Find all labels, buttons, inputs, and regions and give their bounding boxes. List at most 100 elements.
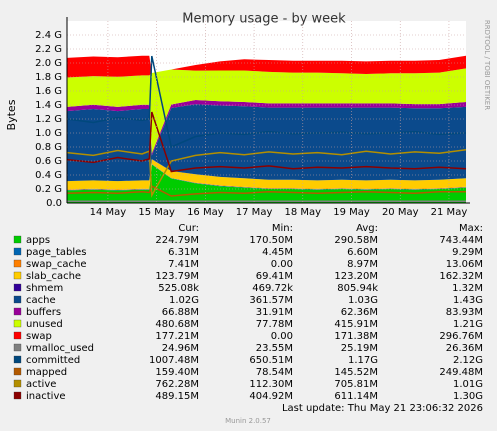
- legend-stat: 0.00: [271, 331, 293, 342]
- footer: Munin 2.0.57: [225, 417, 271, 425]
- y-tick-label: 0.6 G: [35, 156, 62, 167]
- chart-title: Memory usage - by week: [182, 12, 346, 27]
- legend-stat: 1.01G: [453, 379, 483, 390]
- legend-stat: 404.92M: [249, 391, 293, 402]
- legend-label: inactive: [26, 391, 66, 402]
- line: [66, 149, 467, 198]
- legend-stat: 296.76M: [439, 331, 483, 342]
- legend-stat: 9.29M: [452, 247, 483, 258]
- legend-stat: 7.41M: [168, 259, 199, 270]
- legend-stat: 1.02G: [169, 295, 199, 306]
- legend-swatch: [13, 271, 22, 280]
- legend-stat: 4.45M: [262, 247, 293, 258]
- legend-stat: 25.19M: [341, 343, 378, 354]
- legend-swatch: [13, 307, 22, 316]
- legend-stat: 224.79M: [155, 235, 199, 246]
- legend-label: committed: [26, 355, 80, 366]
- legend-stat: 162.32M: [439, 271, 483, 282]
- legend-stat: 415.91M: [334, 319, 378, 330]
- x-tick-label: 20 May: [382, 207, 419, 218]
- legend-stat: 112.30M: [249, 379, 293, 390]
- legend-stat: 123.20M: [334, 271, 378, 282]
- legend-stat: 743.44M: [439, 235, 483, 246]
- legend-swatch: [13, 235, 22, 244]
- legend-stat: 77.78M: [256, 319, 293, 330]
- legend-stat: 6.31M: [168, 247, 199, 258]
- legend-stat: 525.08k: [158, 283, 199, 294]
- legend-label: swap_cache: [26, 259, 86, 270]
- legend-stat: 62.36M: [341, 307, 378, 318]
- legend-stat: 159.40M: [155, 367, 199, 378]
- area: [67, 55, 466, 78]
- x-tick-label: 17 May: [236, 207, 273, 218]
- legend-header: Avg:: [356, 223, 378, 234]
- y-tick-label: 2.2 G: [35, 44, 62, 55]
- legend-label: buffers: [26, 307, 61, 318]
- area: [67, 100, 466, 156]
- legend-stat: 170.50M: [249, 235, 293, 246]
- legend-label: unused: [26, 319, 63, 330]
- legend-stat: 1.32M: [452, 283, 483, 294]
- y-tick-label: 0.8 G: [35, 142, 62, 153]
- legend-stat: 1.30G: [453, 391, 483, 402]
- legend-swatch: [13, 391, 22, 400]
- legend-stat: 805.94k: [337, 283, 378, 294]
- legend-stat: 23.55M: [256, 343, 293, 354]
- legend-stat: 0.00: [271, 259, 293, 270]
- legend-stat: 480.68M: [155, 319, 199, 330]
- legend-stat: 26.36M: [446, 343, 483, 354]
- legend-stat: 69.41M: [256, 271, 293, 282]
- y-tick-label: 2.4 G: [35, 30, 62, 41]
- y-tick-label: 1.2 G: [35, 114, 62, 125]
- legend-stat: 249.48M: [439, 367, 483, 378]
- legend-label: cache: [26, 295, 56, 306]
- legend-stat: 177.21M: [155, 331, 199, 342]
- legend-stat: 705.81M: [334, 379, 378, 390]
- legend-label: mapped: [26, 367, 67, 378]
- legend-label: slab_cache: [26, 271, 81, 282]
- y-tick-label: 0.2 G: [35, 184, 62, 195]
- legend-stat: 78.54M: [256, 367, 293, 378]
- legend-stat: 469.72k: [252, 283, 293, 294]
- legend-swatch: [13, 331, 22, 340]
- legend-stat: 489.15M: [155, 391, 199, 402]
- x-tick-label: 16 May: [187, 207, 224, 218]
- legend-stat: 31.91M: [256, 307, 293, 318]
- legend-stat: 123.79M: [155, 271, 199, 282]
- legend-stat: 1.21G: [453, 319, 483, 330]
- y-tick-label: 2.0 G: [35, 58, 62, 69]
- area: [67, 159, 466, 190]
- x-tick-label: 14 May: [90, 207, 127, 218]
- x-tick-label: 19 May: [333, 207, 370, 218]
- line: [66, 185, 466, 197]
- legend-stat: 13.06M: [446, 259, 483, 270]
- legend-swatch: [13, 343, 22, 352]
- y-tick-label: 1.8 G: [35, 72, 62, 83]
- legend-stat: 171.38M: [334, 331, 378, 342]
- legend-stat: 611.14M: [334, 391, 378, 402]
- legend-swatch: [13, 319, 22, 328]
- legend-header: Min:: [272, 223, 293, 234]
- legend-swatch: [13, 259, 22, 268]
- x-tick-label: 21 May: [431, 207, 468, 218]
- legend-label: swap: [26, 331, 52, 342]
- side-note: RRDTOOL / TOBI OETIKER: [483, 20, 491, 110]
- legend-swatch: [13, 283, 22, 292]
- legend-stat: 145.52M: [334, 367, 378, 378]
- legend-stat: 2.12G: [453, 355, 483, 366]
- legend-swatch: [13, 247, 22, 256]
- legend-header: Max:: [459, 223, 483, 234]
- legend-stat: 1007.48M: [149, 355, 199, 366]
- legend-swatch: [13, 367, 22, 376]
- line: [66, 55, 467, 149]
- legend-stat: 290.58M: [334, 235, 378, 246]
- y-tick-label: 1.0 G: [35, 128, 62, 139]
- y-tick-label: 0.4 G: [35, 170, 62, 181]
- legend-stat: 1.17G: [348, 355, 378, 366]
- legend-stat: 1.43G: [453, 295, 483, 306]
- legend-label: page_tables: [26, 247, 87, 258]
- y-tick-label: 1.6 G: [35, 86, 62, 97]
- legend-label: apps: [26, 235, 50, 246]
- legend-header: Cur:: [178, 223, 199, 234]
